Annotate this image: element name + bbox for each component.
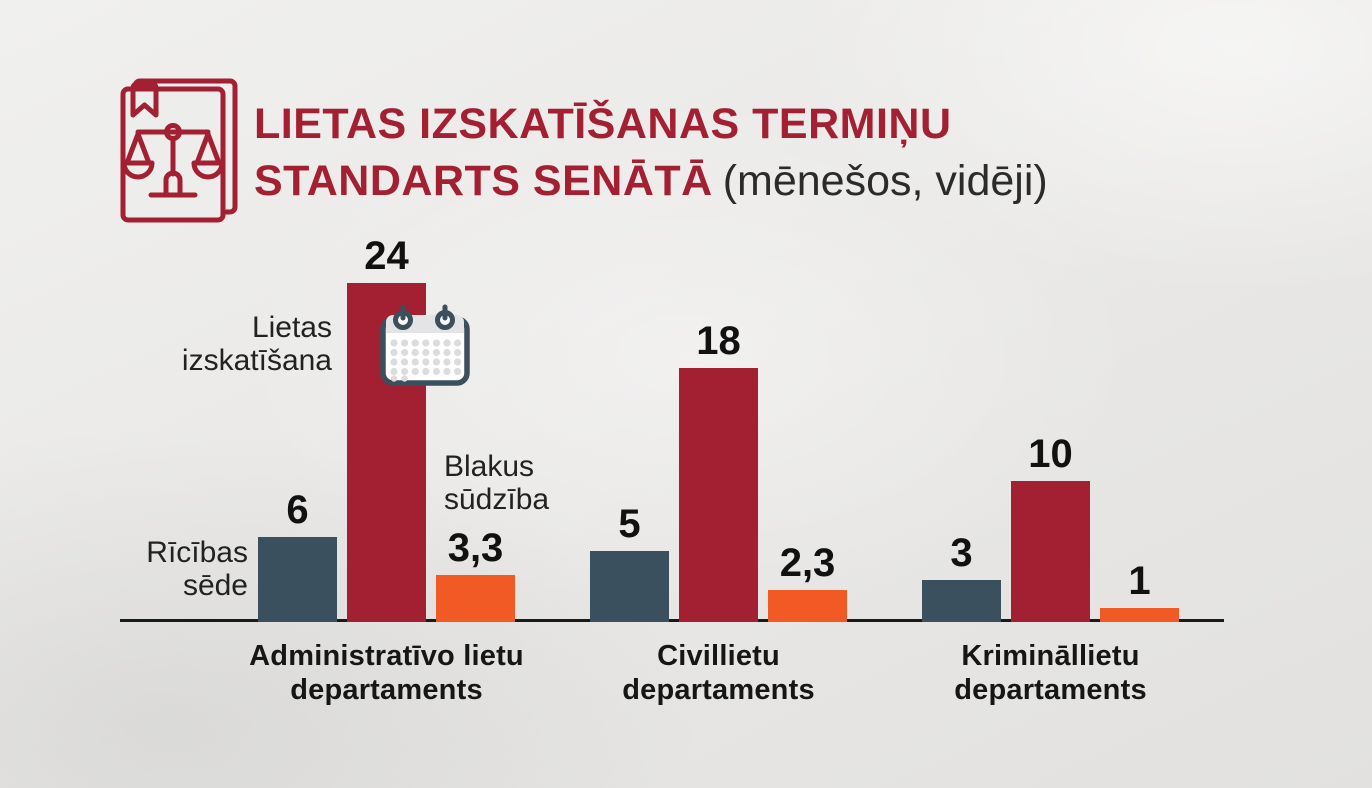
title-subtitle: (mēnešos, vidēji) bbox=[722, 157, 1048, 205]
category-label: Civillietu departaments bbox=[622, 640, 815, 706]
bar-value-label: 3 bbox=[950, 531, 973, 575]
scales-of-justice-document-icon bbox=[120, 78, 238, 223]
bar-value-label: 3,3 bbox=[447, 526, 504, 570]
title-line-1: LIETAS IZSKATĪŠANAS TERMIŅU bbox=[254, 100, 952, 148]
bar-value-label: 1 bbox=[1128, 559, 1151, 603]
bar-value-label: 6 bbox=[286, 488, 309, 532]
bar-value-label: 24 bbox=[364, 234, 409, 278]
bar bbox=[590, 551, 669, 622]
bar-value-label: 10 bbox=[1028, 432, 1073, 476]
bar-value-label: 18 bbox=[696, 319, 741, 363]
series-label-lietas-izskatisana: Lietas izskatīšana bbox=[181, 311, 332, 377]
x-axis-line bbox=[120, 619, 1224, 622]
bar bbox=[768, 590, 847, 622]
bar bbox=[679, 368, 758, 622]
bar-value-label: 2,3 bbox=[779, 541, 836, 585]
bar bbox=[922, 580, 1001, 622]
bar bbox=[258, 537, 337, 622]
bar bbox=[436, 575, 515, 622]
page-title: LIETAS IZSKATĪŠANAS TERMIŅU STANDARTS SE… bbox=[254, 96, 1048, 219]
category-label: Krimināllietu departaments bbox=[954, 640, 1147, 706]
series-label-ricibas-sede: Rīcības sēde bbox=[146, 536, 248, 602]
bar bbox=[1011, 481, 1090, 622]
title-line-2-main: STANDARTS SENĀTĀ bbox=[254, 157, 713, 205]
bar-value-label: 5 bbox=[618, 502, 641, 546]
title-line-2: STANDARTS SENĀTĀ (mēnešos, vidēji) bbox=[254, 153, 1048, 219]
category-label: Administratīvo lietu departaments bbox=[249, 640, 524, 706]
bar bbox=[1100, 608, 1179, 622]
calendar-icon bbox=[380, 304, 470, 386]
series-label-blakus-sudziba: Blakus sūdzība bbox=[444, 450, 550, 516]
